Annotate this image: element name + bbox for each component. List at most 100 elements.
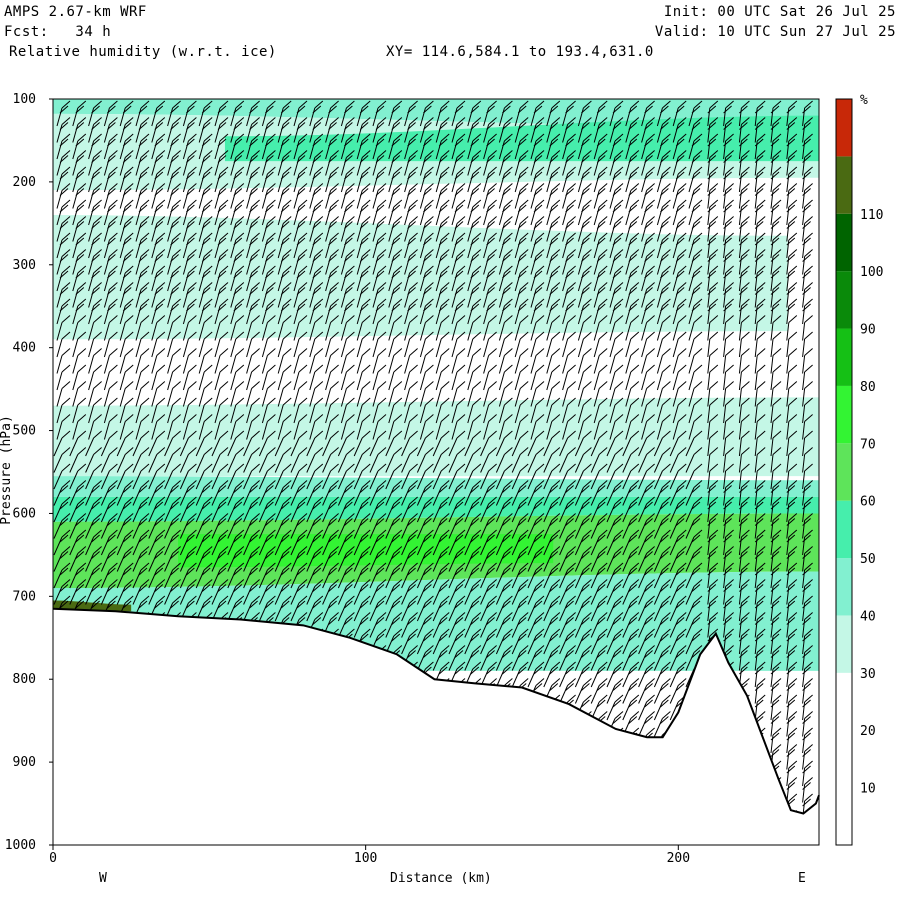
wind-barb bbox=[214, 183, 229, 209]
wind-barb bbox=[274, 496, 292, 523]
wind-barb bbox=[372, 232, 387, 259]
wind-barb bbox=[464, 447, 482, 473]
wind-barb bbox=[388, 117, 403, 143]
wind-barb bbox=[85, 496, 102, 523]
wind-barb bbox=[419, 100, 434, 127]
wind-barb bbox=[577, 381, 592, 407]
wind-barb bbox=[325, 150, 339, 176]
wind-barb bbox=[543, 661, 561, 688]
wind-barb bbox=[483, 150, 497, 176]
wind-barb bbox=[483, 216, 497, 242]
wind-barb bbox=[435, 282, 450, 308]
wind-barb bbox=[72, 249, 87, 275]
wind-barb bbox=[258, 529, 276, 556]
wind-barb bbox=[543, 628, 561, 655]
wind-barb bbox=[527, 612, 545, 638]
wind-barb bbox=[103, 249, 118, 275]
wind-barb bbox=[404, 117, 418, 143]
wind-barb bbox=[53, 430, 71, 457]
wind-barb bbox=[72, 282, 87, 308]
wind-barb bbox=[419, 381, 434, 407]
wind-barb bbox=[164, 562, 181, 589]
wind-barb bbox=[464, 546, 482, 572]
wind-barb bbox=[527, 595, 545, 622]
wind-barb bbox=[543, 463, 561, 490]
wind-barb bbox=[195, 496, 213, 523]
wind-barb bbox=[593, 331, 608, 358]
wind-barb bbox=[388, 232, 403, 259]
wind-barb bbox=[432, 612, 450, 638]
wind-barb bbox=[214, 315, 229, 341]
wind-barb bbox=[293, 133, 308, 160]
xy-extent: XY= 114.6,584.1 to 193.4,631.0 bbox=[386, 44, 654, 60]
wind-barb bbox=[372, 414, 387, 440]
x-tick-label: 0 bbox=[49, 851, 57, 866]
wind-barb bbox=[404, 397, 418, 424]
wind-barb bbox=[72, 100, 87, 127]
wind-barb bbox=[214, 414, 229, 440]
wind-barb bbox=[467, 364, 482, 391]
wind-barb bbox=[309, 150, 324, 176]
wind-barb bbox=[404, 100, 418, 127]
wind-barb bbox=[306, 496, 324, 523]
wind-barb bbox=[372, 298, 387, 325]
wind-barb bbox=[211, 430, 229, 457]
wind-barb bbox=[559, 595, 576, 622]
wind-barb bbox=[527, 463, 545, 490]
wind-barb bbox=[103, 199, 118, 226]
wind-barb bbox=[309, 232, 324, 259]
wind-barb bbox=[246, 397, 260, 424]
wind-barb bbox=[559, 447, 576, 473]
wind-barb bbox=[480, 546, 497, 572]
wind-barb bbox=[401, 612, 418, 638]
wind-barb bbox=[432, 595, 450, 622]
wind-barb bbox=[148, 529, 166, 556]
wind-barb bbox=[167, 381, 181, 407]
wind-barb bbox=[103, 315, 118, 341]
wind-barb bbox=[590, 678, 608, 704]
wind-barb bbox=[353, 430, 371, 457]
wind-barb bbox=[593, 150, 608, 176]
wind-barb bbox=[404, 381, 418, 407]
colorbar-bin bbox=[836, 615, 852, 673]
wind-barb bbox=[419, 265, 434, 292]
wind-barb bbox=[322, 496, 339, 523]
wind-barb bbox=[151, 381, 166, 407]
wind-barb bbox=[467, 414, 482, 440]
wind-barb bbox=[467, 298, 482, 325]
y-tick-label: 1000 bbox=[5, 838, 36, 853]
wind-barb bbox=[432, 496, 450, 523]
wind-barb bbox=[167, 298, 181, 325]
wind-barb bbox=[151, 199, 166, 226]
wind-barb bbox=[309, 100, 324, 127]
wind-barb bbox=[419, 298, 434, 325]
wind-barb bbox=[511, 529, 529, 556]
wind-barb bbox=[451, 364, 466, 391]
wind-barb bbox=[151, 331, 166, 358]
wind-barb bbox=[322, 480, 339, 506]
wind-barb bbox=[511, 661, 529, 688]
wind-barb bbox=[369, 430, 387, 457]
wind-barb bbox=[498, 166, 513, 193]
wind-barb bbox=[277, 282, 292, 308]
wind-barb bbox=[435, 216, 450, 242]
wind-barb bbox=[198, 150, 213, 176]
wind-barb bbox=[577, 364, 592, 391]
wind-barb bbox=[230, 100, 245, 127]
wind-barb bbox=[211, 513, 229, 539]
wind-barb bbox=[132, 480, 150, 506]
wind-barb bbox=[135, 397, 150, 424]
wind-barb bbox=[385, 562, 403, 589]
wind-barb bbox=[88, 232, 102, 259]
wind-barb bbox=[198, 249, 213, 275]
wind-barb bbox=[211, 463, 229, 490]
valid-time: Valid: 10 UTC Sun 27 Jul 25 bbox=[654, 24, 896, 40]
wind-barb bbox=[388, 183, 403, 209]
wind-barb bbox=[72, 117, 87, 143]
wind-barb bbox=[135, 331, 150, 358]
wind-barb bbox=[306, 562, 324, 589]
wind-barb bbox=[72, 315, 87, 341]
wind-barb bbox=[88, 348, 102, 374]
wind-barb bbox=[103, 216, 118, 242]
wind-barb bbox=[495, 463, 513, 490]
